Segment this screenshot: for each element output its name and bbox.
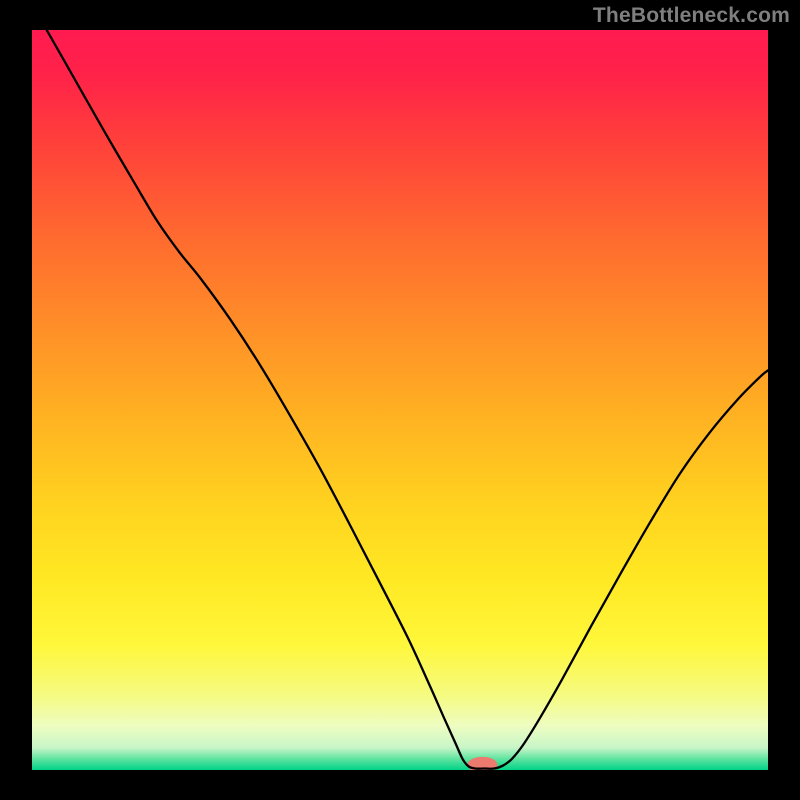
bottleneck-curve-chart xyxy=(0,0,800,800)
chart-wrapper: TheBottleneck.com xyxy=(0,0,800,800)
optimal-marker xyxy=(467,757,497,773)
gradient-background xyxy=(32,30,768,770)
attribution-text: TheBottleneck.com xyxy=(593,4,790,28)
